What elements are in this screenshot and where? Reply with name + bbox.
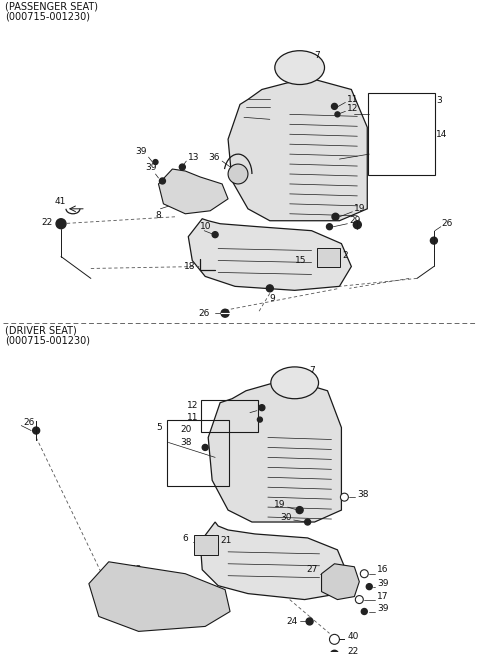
Text: 23: 23 <box>131 565 142 574</box>
Circle shape <box>332 213 339 220</box>
Text: 19: 19 <box>354 204 366 213</box>
Text: 7: 7 <box>314 51 320 60</box>
Circle shape <box>266 285 273 292</box>
Text: 27: 27 <box>306 565 318 574</box>
Polygon shape <box>89 562 230 631</box>
Polygon shape <box>208 379 341 522</box>
Ellipse shape <box>271 367 319 399</box>
Text: 7: 7 <box>310 367 315 375</box>
Text: 39: 39 <box>135 147 147 155</box>
Polygon shape <box>188 218 351 291</box>
FancyBboxPatch shape <box>317 247 340 268</box>
Text: (PASSENGER SEAT): (PASSENGER SEAT) <box>5 2 98 12</box>
Circle shape <box>332 104 337 110</box>
Polygon shape <box>158 169 228 214</box>
Text: 39: 39 <box>377 579 389 588</box>
Text: 11: 11 <box>348 95 359 104</box>
Text: 26: 26 <box>23 418 35 427</box>
Circle shape <box>331 650 338 656</box>
Text: 26: 26 <box>199 309 210 318</box>
Text: 20: 20 <box>180 424 192 434</box>
Text: 18: 18 <box>111 612 122 621</box>
Circle shape <box>335 112 340 117</box>
Circle shape <box>326 224 333 230</box>
Text: 38: 38 <box>180 438 192 447</box>
Circle shape <box>259 405 265 411</box>
Text: 36: 36 <box>209 153 220 161</box>
Circle shape <box>353 220 361 229</box>
Circle shape <box>329 634 339 644</box>
Circle shape <box>180 164 185 170</box>
Text: 39: 39 <box>145 163 157 172</box>
Text: 17: 17 <box>377 592 389 601</box>
Text: 16: 16 <box>377 565 389 574</box>
Polygon shape <box>228 77 367 220</box>
Text: 18: 18 <box>184 262 195 271</box>
Text: 30: 30 <box>280 512 292 522</box>
Text: 5: 5 <box>156 422 162 432</box>
Circle shape <box>361 609 367 615</box>
Circle shape <box>306 618 313 625</box>
Polygon shape <box>200 522 348 600</box>
Circle shape <box>340 493 348 501</box>
Text: 22: 22 <box>348 647 359 656</box>
Circle shape <box>159 178 166 184</box>
Circle shape <box>355 596 363 604</box>
Text: 24: 24 <box>287 617 298 626</box>
Text: 11: 11 <box>187 413 198 422</box>
Text: 12: 12 <box>187 401 198 410</box>
FancyBboxPatch shape <box>194 535 218 555</box>
Text: 10: 10 <box>200 222 212 231</box>
Ellipse shape <box>275 51 324 85</box>
Text: (000715-001230): (000715-001230) <box>5 12 90 22</box>
Text: 14: 14 <box>436 130 447 138</box>
Text: (DRIVER SEAT): (DRIVER SEAT) <box>5 325 77 335</box>
Text: 22: 22 <box>42 218 53 227</box>
Circle shape <box>431 237 437 244</box>
Circle shape <box>228 164 248 184</box>
Text: 26: 26 <box>442 219 453 228</box>
Text: 13: 13 <box>188 153 200 161</box>
Circle shape <box>296 506 303 514</box>
Text: 9: 9 <box>269 295 275 303</box>
Circle shape <box>305 519 311 525</box>
Circle shape <box>360 570 368 578</box>
Text: 12: 12 <box>348 104 359 113</box>
Text: 38: 38 <box>357 489 369 499</box>
Circle shape <box>221 309 229 318</box>
Text: 41: 41 <box>54 197 65 207</box>
Text: 15: 15 <box>295 256 306 265</box>
Text: 3: 3 <box>436 96 442 106</box>
Circle shape <box>257 417 263 422</box>
Text: 8: 8 <box>156 211 161 220</box>
Text: 19: 19 <box>274 500 286 508</box>
Text: 21: 21 <box>220 536 231 545</box>
Text: 39: 39 <box>377 604 389 613</box>
Polygon shape <box>322 564 360 600</box>
Circle shape <box>366 584 372 590</box>
Circle shape <box>56 218 66 229</box>
Text: 2: 2 <box>342 251 348 260</box>
Text: (000715-001230): (000715-001230) <box>5 335 90 345</box>
Circle shape <box>202 445 208 451</box>
Text: 40: 40 <box>348 632 359 641</box>
Circle shape <box>153 159 158 165</box>
Text: 29: 29 <box>349 216 361 225</box>
Circle shape <box>33 427 40 434</box>
Text: 6: 6 <box>182 534 188 543</box>
Circle shape <box>212 232 218 237</box>
